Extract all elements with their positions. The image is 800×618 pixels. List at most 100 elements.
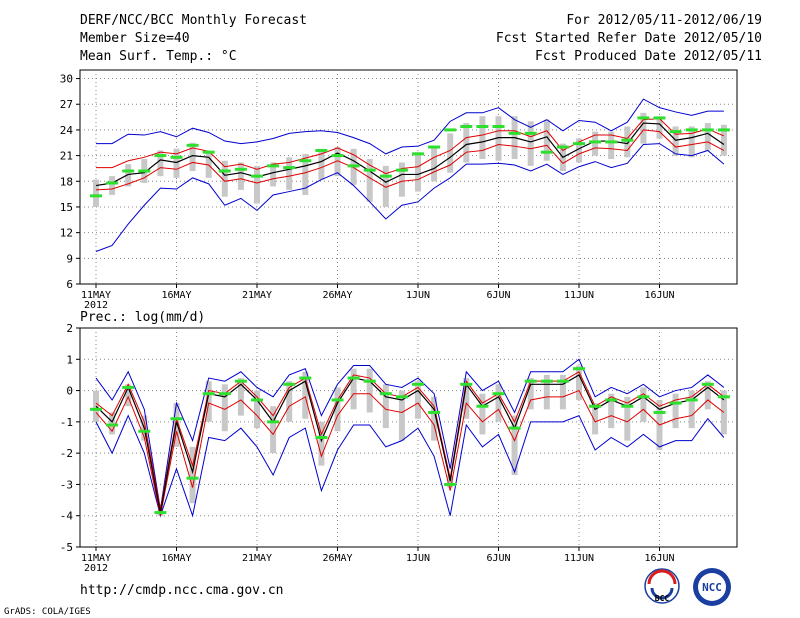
precipitation-observed-mark (685, 398, 698, 402)
temperature-ytick-label: 9 (66, 252, 73, 265)
temperature-xtick-label: 1JUN (406, 290, 430, 301)
precipitation-observed-mark (267, 420, 280, 424)
fcst-started-date: Fcst Started Refer Date 2012/05/10 (496, 31, 762, 46)
temperature-ensemble-box (431, 147, 438, 182)
temperature-plot-frame (79, 69, 738, 285)
precipitation-observed-mark (460, 382, 473, 386)
precipitation-ensemble-box (640, 387, 647, 422)
temperature-mean-line (95, 122, 725, 187)
precipitation-observed-mark (218, 392, 231, 396)
precipitation-xtick-label: 26MAY (322, 553, 352, 564)
temperature-xtick-label: 11MAY (81, 290, 111, 301)
temperature-ensemble-box (576, 138, 582, 163)
precipitation-observed-mark (363, 379, 376, 383)
temperature-ensemble-box (720, 124, 727, 156)
precipitation-ensemble-box (527, 378, 534, 410)
temperature-ensemble-box (398, 162, 405, 197)
temperature-observed-mark (299, 159, 312, 163)
temperature-observed-mark (524, 131, 537, 135)
precipitation-observed-mark (379, 392, 392, 396)
precipitation-observed-mark (299, 376, 312, 380)
precipitation-ensemble-box (366, 368, 373, 413)
temperature-ensemble-box (656, 116, 663, 139)
temperature-ensemble-box (302, 153, 309, 195)
precipitation-xtick-label: 1JUN (406, 553, 430, 564)
variable-label: Mean Surf. Temp.: °C (80, 49, 237, 64)
temperature-observed-mark (573, 142, 585, 146)
temperature-ensemble-box (704, 123, 711, 151)
temperature-ytick-label: 30 (60, 73, 73, 86)
precipitation-upper-spread-line (95, 371, 725, 510)
precipitation-ensemble-box (559, 374, 566, 410)
temperature-observed-mark (315, 148, 328, 152)
temperature-ensemble-box (543, 119, 550, 161)
figure-title: DERF/NCC/BCC Monthly Forecast (80, 13, 307, 28)
temperature-observed-mark (701, 128, 714, 132)
temperature-ensemble-box (479, 116, 486, 160)
temperature-upper-spread-line (96, 118, 725, 175)
precipitation-observed-mark (412, 382, 424, 386)
temperature-observed-mark (589, 140, 602, 144)
temperature-observed-mark (267, 164, 280, 168)
temperature-ensemble-box (221, 160, 228, 197)
precipitation-ensemble-box (270, 406, 277, 454)
temperature-observed-mark (234, 167, 247, 171)
precipitation-ensemble-box (109, 412, 116, 435)
precipitation-ensemble-box (254, 390, 260, 429)
temperature-ensemble-box (189, 142, 196, 172)
temperature-ensemble-box (254, 165, 260, 204)
precipitation-xtick-label: 6JUN (486, 553, 510, 564)
temperature-observed-mark (218, 169, 231, 173)
temperature-observed-mark (685, 128, 698, 132)
temperature-ensemble-box (495, 116, 502, 161)
precipitation-observed-mark (589, 404, 602, 408)
precipitation-ensemble-box (463, 378, 470, 419)
precipitation-observed-mark (540, 379, 553, 383)
precipitation-ytick-label: 2 (66, 322, 73, 335)
temperature-ytick-label: 15 (60, 201, 73, 214)
temperature-ytick-label: 12 (60, 227, 73, 240)
precipitation-observed-mark (395, 395, 408, 399)
precipitation-panel: -5 -4 -3 -2 -1 0 1 2 11MAY 16MAY 21MAY 26MAY 1JUN 6JU… (60, 322, 738, 574)
precipitation-ensemble-box (608, 393, 615, 429)
temperature-ensemble-box (334, 147, 341, 177)
temperature-ensemble-box (237, 162, 244, 190)
bcc-logo-text: BCC (655, 594, 670, 603)
temperature-observed-mark (283, 166, 296, 170)
temperature-ensemble-box (640, 112, 647, 144)
bcc-logo: BCC (644, 568, 680, 604)
precipitation-observed-mark (234, 379, 247, 383)
precipitation-lower-spread-line (95, 389, 725, 516)
temperature-ensemble-box (125, 164, 132, 187)
temperature-observed-mark (540, 150, 553, 154)
precipitation-ytick-label: 1 (66, 353, 73, 366)
precipitation-observed-mark (621, 404, 634, 408)
temperature-observed-mark (621, 138, 634, 142)
precipitation-ensemble-box (350, 368, 357, 410)
temperature-observed-mark (122, 169, 135, 173)
precipitation-observed-mark (653, 410, 666, 414)
precipitation-ensemble-box (398, 390, 405, 441)
temperature-observed-mark (154, 154, 167, 158)
source-url: http://cmdp.ncc.cma.gov.cn (80, 583, 284, 598)
temperature-observed-mark (556, 145, 569, 149)
precipitation-observed-mark (315, 436, 328, 439)
temperature-ensemble-box (382, 165, 389, 207)
precipitation-ytick-label: 0 (66, 385, 73, 398)
precipitation-ensemble-box (286, 381, 293, 422)
precipitation-ytick-label: -2 (60, 447, 73, 460)
temperature-ytick-label: 27 (60, 98, 73, 111)
precipitation-observed-mark (106, 423, 119, 427)
temperature-ytick-label: 21 (60, 150, 73, 163)
precipitation-ensemble-box (382, 384, 389, 429)
precipitation-ytick-label: -4 (60, 510, 74, 523)
temperature-ensemble-box (447, 133, 454, 173)
precipitation-ensemble-box (688, 390, 695, 429)
precipitation-ensemble-box (704, 381, 711, 410)
precip-variable-label: Prec.: log(mm/d) (80, 310, 205, 325)
precipitation-observed-mark (605, 398, 618, 402)
temperature-observed-mark (428, 145, 441, 149)
temperature-ytick-label: 18 (60, 175, 73, 188)
temperature-xtick-label: 16JUN (644, 290, 674, 301)
temperature-ensemble-box (109, 176, 116, 195)
